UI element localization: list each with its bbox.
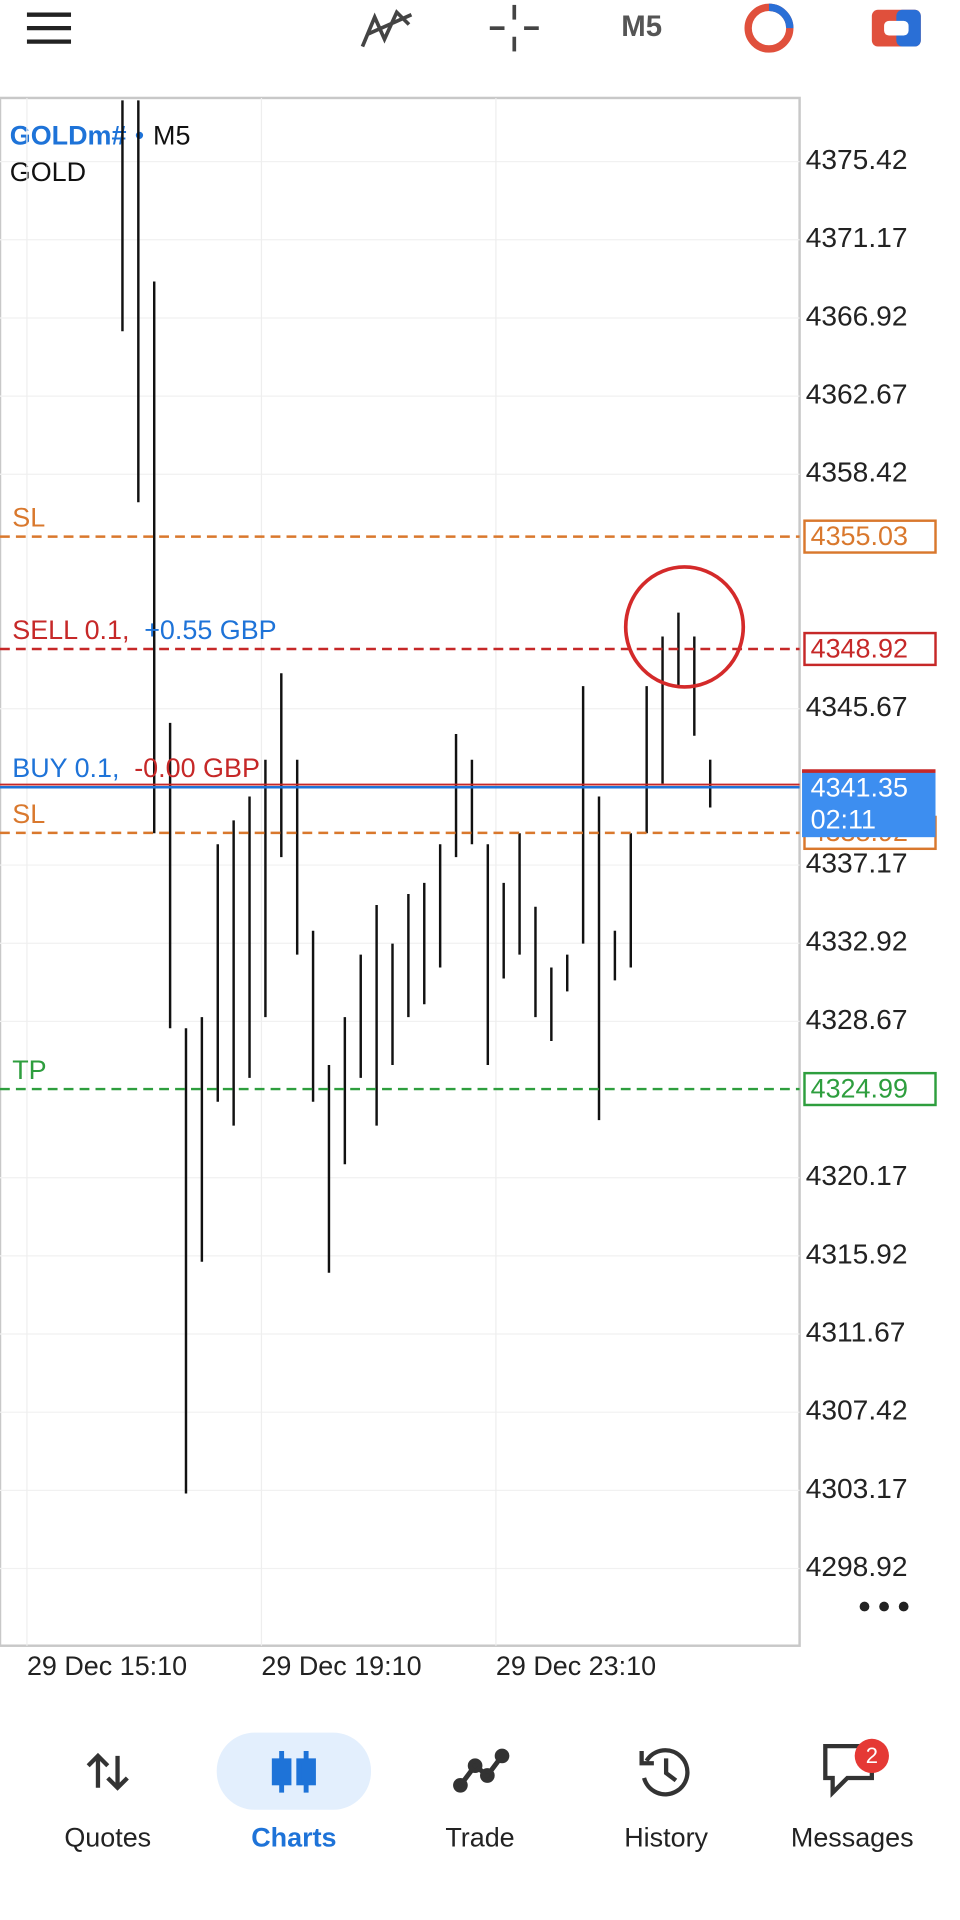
nav-label[interactable]: Quotes — [64, 1822, 151, 1852]
chart-timeframe: M5 — [153, 120, 190, 150]
level-price-box — [803, 1071, 937, 1107]
symbol: GOLDm# — [10, 120, 127, 150]
price-tick-label: 4332.92 — [806, 926, 908, 957]
time-label: 29 Dec 15:10 — [27, 1651, 187, 1681]
price-tick-label: 4371.17 — [806, 222, 908, 253]
nav-label[interactable]: Trade — [445, 1822, 514, 1852]
bar-timer: 02:11 — [811, 804, 876, 834]
price-tick-label: 4298.92 — [806, 1551, 908, 1582]
level-profit: +0.55 GBP — [144, 615, 276, 645]
quotes-icon — [86, 1752, 129, 1791]
current-price-box — [802, 771, 936, 838]
level-label: SL — [12, 503, 45, 533]
price-tick-label: 4362.67 — [806, 379, 908, 410]
price-tick-label: 4358.42 — [806, 457, 908, 488]
level-profit: -0.00 GBP — [134, 753, 260, 783]
nav-label[interactable]: Messages — [791, 1822, 914, 1852]
level-label: SELL 0.1, — [12, 615, 129, 645]
level-price: 4348.92 — [811, 633, 908, 663]
menu-button[interactable] — [26, 12, 72, 44]
price-tick-label: 4307.42 — [806, 1395, 908, 1426]
badge — [854, 1738, 889, 1774]
crosshair-button[interactable] — [489, 4, 539, 52]
price-tick-label: 4320.17 — [806, 1160, 908, 1191]
level-price: 4324.99 — [811, 1073, 908, 1103]
time-label: 29 Dec 19:10 — [261, 1651, 421, 1681]
level-label: SL — [12, 799, 45, 829]
price-tick-label: 4366.92 — [806, 300, 908, 331]
price-tick-label: 4315.92 — [806, 1238, 908, 1269]
timeframe-button[interactable]: M5 — [621, 10, 662, 43]
time-label: 29 Dec 23:10 — [496, 1651, 656, 1681]
nav-label[interactable]: Charts — [251, 1822, 336, 1852]
annotation-circle — [623, 565, 746, 689]
more-button[interactable] — [859, 1601, 909, 1612]
chart: GOLDm#•M5GOLD4375.424371.174366.924362.6… — [0, 97, 937, 1681]
level-price-box — [803, 519, 937, 554]
active-tab-pill — [216, 1732, 372, 1810]
indicators-button[interactable] — [360, 9, 413, 48]
level-price: 4355.03 — [811, 521, 908, 551]
price-tick-label: 4328.67 — [806, 1004, 908, 1035]
price-tick-label: 4375.42 — [806, 144, 908, 175]
current-price: 4341.35 — [811, 773, 908, 803]
level-label: BUY 0.1, — [12, 753, 119, 783]
account-button[interactable] — [871, 9, 921, 47]
history-icon — [639, 1748, 690, 1797]
price-tick-label: 4311.67 — [806, 1316, 906, 1347]
trade-icon — [453, 1748, 510, 1793]
trade-button[interactable] — [744, 3, 794, 53]
level-price-box — [803, 631, 937, 667]
price-tick-label: 4337.17 — [806, 848, 908, 879]
bottom-nav: Quotes Charts Trade History Messages 2 — [64, 1743, 913, 1852]
badge-count: 2 — [866, 1743, 878, 1768]
level-label: TP — [12, 1055, 46, 1085]
chart-frame — [0, 96, 801, 1647]
price-tick-label: 4345.67 — [806, 691, 908, 722]
price-tick-label: 4303.17 — [806, 1473, 908, 1504]
charts-icon — [271, 1751, 316, 1793]
nav-label[interactable]: History — [624, 1822, 708, 1852]
